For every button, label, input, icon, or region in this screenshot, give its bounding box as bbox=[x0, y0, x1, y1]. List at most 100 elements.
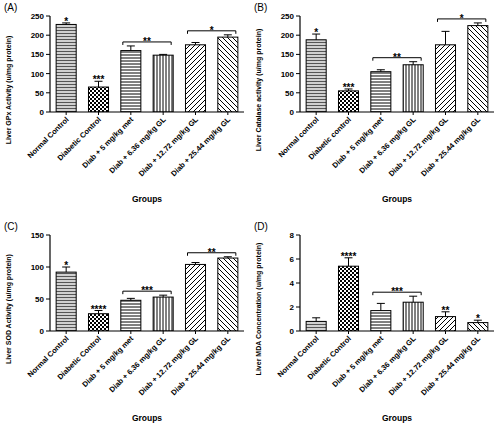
y-tick bbox=[296, 35, 300, 36]
plot-area bbox=[56, 23, 238, 112]
y-axis bbox=[299, 16, 300, 112]
bar bbox=[153, 297, 173, 331]
x-tick bbox=[348, 331, 349, 334]
bar bbox=[121, 300, 141, 331]
bar bbox=[88, 314, 108, 331]
error-bar bbox=[474, 23, 482, 26]
bar bbox=[56, 272, 76, 331]
y-tick bbox=[296, 54, 300, 55]
x-tick-label: Diab + 12.72 mg/kg GL bbox=[137, 115, 200, 178]
x-tick bbox=[316, 112, 317, 115]
bar bbox=[185, 45, 205, 112]
plot-area bbox=[56, 257, 238, 331]
y-tick-label: 6 bbox=[290, 255, 295, 264]
x-tick bbox=[445, 331, 446, 334]
x-axis bbox=[50, 330, 244, 331]
x-tick bbox=[477, 331, 478, 334]
x-axis-label: Groups bbox=[132, 413, 162, 423]
panel-title: (A) bbox=[4, 2, 17, 13]
annotation: * bbox=[64, 260, 68, 271]
x-tick bbox=[130, 112, 131, 115]
annotation: ** bbox=[442, 305, 450, 316]
plot-area bbox=[306, 258, 488, 331]
y-tick-label: 100 bbox=[31, 263, 45, 272]
bar bbox=[468, 26, 488, 112]
y-tick-label: 0 bbox=[290, 327, 295, 336]
x-tick bbox=[130, 331, 131, 334]
y-tick bbox=[46, 73, 50, 74]
error-bar bbox=[224, 35, 232, 37]
y-tick bbox=[46, 235, 50, 236]
panel: (C)050100150Normal ControlDiabetic Contr… bbox=[4, 221, 244, 423]
x-tick bbox=[195, 112, 196, 115]
y-tick-label: 8 bbox=[290, 231, 295, 240]
y-tick bbox=[46, 92, 50, 93]
x-tick-label: Diab + 6.36 mg/kg GL bbox=[357, 115, 417, 175]
y-axis-label: Liver Catalase activity (u/mg protein) bbox=[255, 29, 263, 152]
bar bbox=[306, 40, 326, 112]
annotation: ** bbox=[393, 52, 401, 63]
x-axis bbox=[50, 111, 244, 112]
x-tick bbox=[195, 331, 196, 334]
error-bar bbox=[127, 298, 135, 300]
x-tick bbox=[163, 112, 164, 115]
error-bar bbox=[192, 263, 200, 265]
y-tick-label: 0 bbox=[40, 108, 45, 117]
y-axis-label: Liver GPx Activity (u/mg protein) bbox=[5, 36, 13, 145]
annotation: ** bbox=[208, 247, 216, 258]
x-tick bbox=[316, 331, 317, 334]
panel: (D)02468Normal ControlDiabetic ControlDi… bbox=[254, 221, 494, 423]
y-tick-label: 50 bbox=[35, 89, 44, 98]
bar bbox=[218, 37, 238, 112]
x-tick bbox=[413, 331, 414, 334]
y-tick bbox=[296, 92, 300, 93]
panel-title: (C) bbox=[4, 221, 18, 232]
y-tick bbox=[46, 16, 50, 17]
bar bbox=[338, 266, 358, 331]
x-tick bbox=[445, 112, 446, 115]
bar bbox=[185, 264, 205, 331]
x-tick-label: Diab + 12.72 mg/kg GL bbox=[137, 334, 200, 397]
x-tick-label: Diab + 12.72 mg/kg GL bbox=[387, 334, 450, 397]
y-axis-label: Liver MDA Concentration (u/mg protein) bbox=[255, 243, 263, 376]
bar bbox=[371, 72, 391, 112]
annotation: **** bbox=[91, 304, 107, 315]
x-tick bbox=[227, 331, 228, 334]
x-tick bbox=[477, 112, 478, 115]
y-tick-label: 250 bbox=[31, 12, 45, 21]
error-bar bbox=[377, 70, 385, 72]
y-tick bbox=[296, 283, 300, 284]
panel-title: (B) bbox=[254, 2, 267, 13]
bar bbox=[121, 51, 141, 112]
error-bar bbox=[409, 296, 417, 302]
y-tick-label: 250 bbox=[281, 12, 295, 21]
y-tick bbox=[46, 54, 50, 55]
bar bbox=[153, 55, 173, 112]
y-tick bbox=[296, 235, 300, 236]
y-tick-label: 4 bbox=[290, 279, 295, 288]
plot-area bbox=[306, 23, 488, 112]
x-tick bbox=[348, 112, 349, 115]
y-axis bbox=[49, 235, 50, 331]
annotation: *** bbox=[141, 285, 153, 296]
x-tick bbox=[66, 112, 67, 115]
y-tick-label: 150 bbox=[31, 231, 45, 240]
y-tick bbox=[296, 112, 300, 113]
annotation: * bbox=[460, 13, 464, 24]
error-bar bbox=[159, 295, 167, 297]
error-bar bbox=[192, 42, 200, 44]
y-tick bbox=[296, 73, 300, 74]
panel-title: (D) bbox=[254, 221, 268, 232]
annotation: * bbox=[210, 25, 214, 36]
y-tick bbox=[46, 267, 50, 268]
error-bar bbox=[224, 257, 232, 258]
y-tick-label: 0 bbox=[290, 108, 295, 117]
x-tick bbox=[98, 331, 99, 334]
y-tick-label: 0 bbox=[40, 327, 45, 336]
x-axis bbox=[300, 330, 494, 331]
x-tick bbox=[380, 112, 381, 115]
x-tick-label: Diab + 6.36 mg/kg GL bbox=[107, 115, 167, 175]
error-bar bbox=[312, 318, 320, 322]
bar bbox=[435, 45, 455, 112]
x-tick bbox=[66, 331, 67, 334]
